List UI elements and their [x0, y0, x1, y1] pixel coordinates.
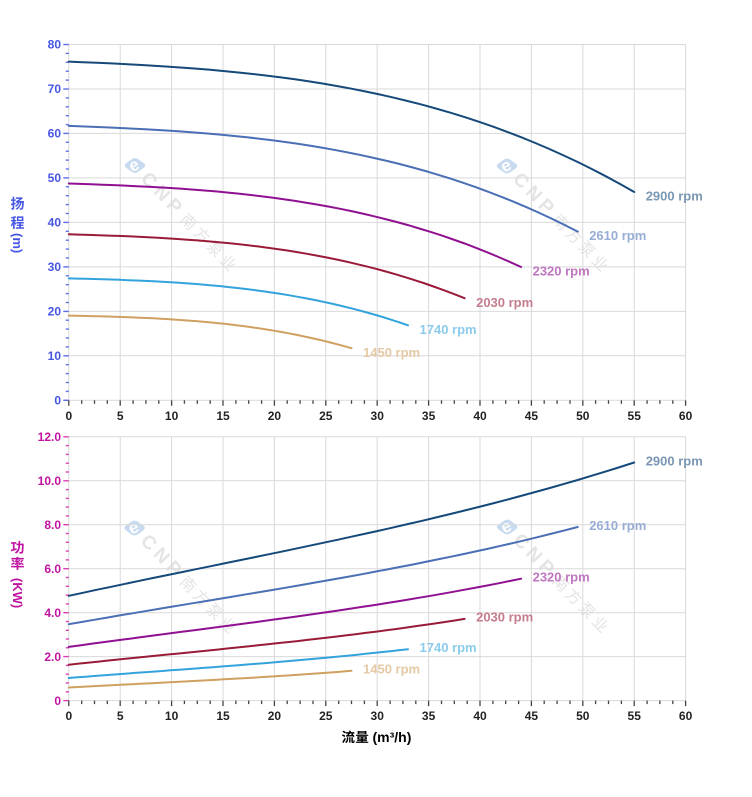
- svg-text:2320 rpm: 2320 rpm: [533, 264, 590, 279]
- svg-text:1740 rpm: 1740 rpm: [420, 322, 477, 337]
- svg-text:40: 40: [473, 409, 487, 423]
- svg-text:35: 35: [422, 709, 436, 723]
- svg-text:4.0: 4.0: [44, 606, 61, 620]
- svg-text:50: 50: [576, 709, 590, 723]
- svg-text:55: 55: [628, 409, 642, 423]
- svg-text:60: 60: [48, 127, 62, 141]
- svg-text:45: 45: [525, 409, 539, 423]
- svg-text:10: 10: [165, 409, 179, 423]
- svg-text:0: 0: [65, 409, 72, 423]
- svg-text:2900 rpm: 2900 rpm: [646, 453, 703, 468]
- svg-text:40: 40: [48, 216, 62, 230]
- svg-text:55: 55: [628, 709, 642, 723]
- svg-text:0: 0: [65, 709, 72, 723]
- svg-text:30: 30: [48, 260, 62, 274]
- svg-text:2030 rpm: 2030 rpm: [476, 610, 533, 625]
- svg-text:25: 25: [319, 409, 333, 423]
- svg-text:2030 rpm: 2030 rpm: [476, 295, 533, 310]
- svg-text:15: 15: [216, 409, 230, 423]
- svg-text:30: 30: [371, 709, 385, 723]
- svg-text:5: 5: [117, 709, 124, 723]
- svg-text:80: 80: [48, 38, 62, 52]
- svg-text:60: 60: [679, 709, 693, 723]
- svg-text:25: 25: [319, 709, 333, 723]
- svg-text:70: 70: [48, 82, 62, 96]
- svg-text:1740 rpm: 1740 rpm: [420, 640, 477, 655]
- svg-text:(m³/h): (m³/h): [373, 729, 412, 745]
- svg-text:(m): (m): [10, 233, 25, 253]
- svg-text:10: 10: [48, 349, 62, 363]
- svg-text:2320 rpm: 2320 rpm: [533, 570, 590, 585]
- svg-text:45: 45: [525, 709, 539, 723]
- svg-text:(KW): (KW): [10, 578, 25, 608]
- svg-text:20: 20: [268, 709, 282, 723]
- svg-text:20: 20: [48, 305, 62, 319]
- svg-text:15: 15: [216, 709, 230, 723]
- svg-text:60: 60: [679, 409, 693, 423]
- svg-text:1450 rpm: 1450 rpm: [363, 662, 420, 677]
- svg-text:50: 50: [576, 409, 590, 423]
- svg-text:2610 rpm: 2610 rpm: [589, 228, 646, 243]
- svg-text:2610 rpm: 2610 rpm: [589, 518, 646, 533]
- svg-text:35: 35: [422, 409, 436, 423]
- svg-text:12.0: 12.0: [38, 430, 62, 444]
- svg-text:1450 rpm: 1450 rpm: [363, 345, 420, 360]
- svg-text:6.0: 6.0: [44, 562, 61, 576]
- svg-text:0: 0: [54, 394, 61, 408]
- svg-text:8.0: 8.0: [44, 518, 61, 532]
- svg-text:40: 40: [473, 709, 487, 723]
- svg-text:50: 50: [48, 171, 62, 185]
- svg-text:30: 30: [371, 409, 385, 423]
- svg-text:0: 0: [54, 694, 61, 708]
- svg-text:20: 20: [268, 409, 282, 423]
- svg-text:10: 10: [165, 709, 179, 723]
- svg-text:2900 rpm: 2900 rpm: [646, 189, 703, 204]
- svg-text:10.0: 10.0: [38, 474, 62, 488]
- svg-text:5: 5: [117, 409, 124, 423]
- svg-text:2.0: 2.0: [44, 650, 61, 664]
